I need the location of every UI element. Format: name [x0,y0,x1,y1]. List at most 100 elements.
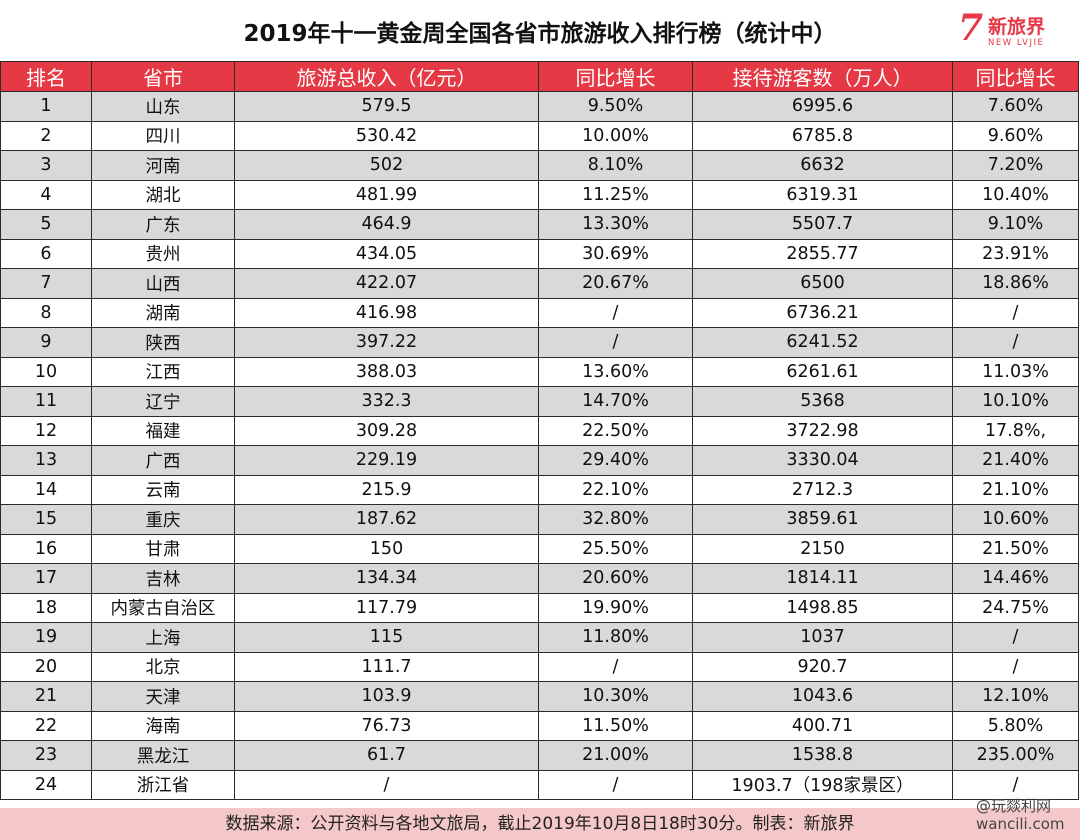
table-row: 19 上海 115 11.80% 1037/ [0,622,1079,653]
cell-visitors: 1043.6 [692,681,953,712]
cell-visitors-growth: 235.00% [952,740,1079,771]
cell-rank: 14 [0,474,92,505]
cell-rank: 2 [0,120,92,151]
cell-visitors-growth: 14.46% [952,563,1079,594]
cell-revenue-growth: / [538,297,693,328]
table-row: 6 贵州 434.05 30.69% 2855.77 23.91% [0,238,1079,269]
cell-revenue-growth: / [538,327,693,358]
table-header-row: 排名 省市 旅游总收入（亿元） 同比增长 接待游客数（万人） 同比增长 [0,61,1079,92]
cell-visitors-growth: / [952,769,1079,800]
cell-rank: 12 [0,415,92,446]
cell-visitors-growth: 10.60% [952,504,1079,535]
cell-revenue-growth: 32.80% [538,504,693,535]
cell-visitors-growth: 23.91% [952,238,1079,269]
cell-visitors: 6785.8 [692,120,953,151]
watermark-line1: @玩燚利网 [976,797,1052,815]
table-row: 24 浙江省 //1903.7（198家景区） / [0,769,1079,800]
cell-visitors-growth: 5.80% [952,710,1079,741]
cell-rank: 11 [0,386,92,417]
cell-province: 海南 [91,710,235,741]
table-row: 12 福建 309.28 22.50% 3722.98 17.8%, [0,415,1079,446]
cell-province: 内蒙古自治区 [91,592,235,623]
cell-visitors-growth: / [952,651,1079,682]
table-row: 2 四川 530.42 10.00% 6785.8 9.60% [0,120,1079,151]
logo-mark: 7 [958,7,984,49]
cell-visitors-growth: 24.75% [952,592,1079,623]
logo-name-cn: 新旅界 [988,16,1046,38]
cell-revenue-growth: 11.25% [538,179,693,210]
cell-visitors-growth: / [952,622,1079,653]
cell-visitors: 6736.21 [692,297,953,328]
cell-rank: 3 [0,150,92,181]
cell-province: 甘肃 [91,533,235,564]
cell-visitors: 1814.11 [692,563,953,594]
cell-visitors: 2712.3 [692,474,953,505]
cell-visitors-growth: 21.10% [952,474,1079,505]
cell-province: 贵州 [91,238,235,269]
cell-province: 广西 [91,445,235,476]
table-body: 1 山东 579.5 9.50% 6995.6 7.60% 2 四川 530.42 10.00% 6… [0,91,1079,800]
cell-visitors: 3722.98 [692,415,953,446]
cell-revenue-growth: 10.30% [538,681,693,712]
watermark: @玩燚利网 wancili.com [976,797,1065,833]
cell-province: 浙江省 [91,769,235,800]
logo-name-en: NEW LVJIE [988,38,1045,48]
cell-revenue-growth: 11.50% [538,710,693,741]
cell-visitors: 6632 [692,150,953,181]
cell-revenue: 115 [234,622,539,653]
cell-rank: 22 [0,710,92,741]
cell-rank: 8 [0,297,92,328]
cell-visitors-growth: 17.8%, [952,415,1079,446]
cell-visitors: 3859.61 [692,504,953,535]
cell-visitors: 2150 [692,533,953,564]
table-row: 7 山西 422.07 20.67% 6500 18.86% [0,268,1079,299]
cell-province: 黑龙江 [91,740,235,771]
cell-revenue-growth: 13.30% [538,209,693,240]
table-row: 21 天津 103.9 10.30% 1043.6 12.10% [0,681,1079,712]
cell-revenue: 434.05 [234,238,539,269]
cell-visitors: 6500 [692,268,953,299]
ranking-table: 排名 省市 旅游总收入（亿元） 同比增长 接待游客数（万人） 同比增长 1 山东 5… [0,61,1079,800]
cell-rank: 10 [0,356,92,387]
cell-province: 上海 [91,622,235,653]
cell-province: 吉林 [91,563,235,594]
cell-visitors: 3330.04 [692,445,953,476]
table-row: 9 陕西 397.22/6241.52/ [0,327,1079,358]
cell-revenue: 103.9 [234,681,539,712]
cell-province: 湖北 [91,179,235,210]
cell-visitors: 920.7 [692,651,953,682]
cell-revenue: 388.03 [234,356,539,387]
header-revenue-growth: 同比增长 [538,61,693,92]
cell-visitors-growth: / [952,297,1079,328]
cell-visitors-growth: 9.60% [952,120,1079,151]
table-row: 20 北京 111.7/920.7/ [0,651,1079,682]
table-row: 22 海南 76.73 11.50% 400.71 5.80% [0,710,1079,741]
cell-revenue: 117.79 [234,592,539,623]
cell-rank: 19 [0,622,92,653]
cell-rank: 17 [0,563,92,594]
cell-rank: 1 [0,91,92,122]
table-row: 1 山东 579.5 9.50% 6995.6 7.60% [0,91,1079,122]
cell-revenue-growth: 29.40% [538,445,693,476]
table-row: 11 辽宁 332.3 14.70% 5368 10.10% [0,386,1079,417]
cell-visitors-growth: 21.50% [952,533,1079,564]
brand-logo: 7 新旅界 NEW LVJIE [958,8,1073,54]
cell-revenue: 481.99 [234,179,539,210]
cell-rank: 24 [0,769,92,800]
header-revenue: 旅游总收入（亿元） [234,61,539,92]
cell-visitors: 2855.77 [692,238,953,269]
cell-visitors: 1037 [692,622,953,653]
cell-revenue-growth: 22.10% [538,474,693,505]
cell-rank: 7 [0,268,92,299]
table-row: 3 河南 502 8.10% 6632 7.20% [0,150,1079,181]
cell-revenue: 150 [234,533,539,564]
watermark-line2: wancili.com [976,815,1065,833]
cell-rank: 5 [0,209,92,240]
header-visitors-growth: 同比增长 [952,61,1079,92]
cell-visitors: 6995.6 [692,91,953,122]
cell-province: 福建 [91,415,235,446]
table-row: 5 广东 464.9 13.30% 5507.7 9.10% [0,209,1079,240]
cell-revenue: 530.42 [234,120,539,151]
table-row: 23 黑龙江 61.7 21.00% 1538.8 235.00% [0,740,1079,771]
cell-province: 四川 [91,120,235,151]
